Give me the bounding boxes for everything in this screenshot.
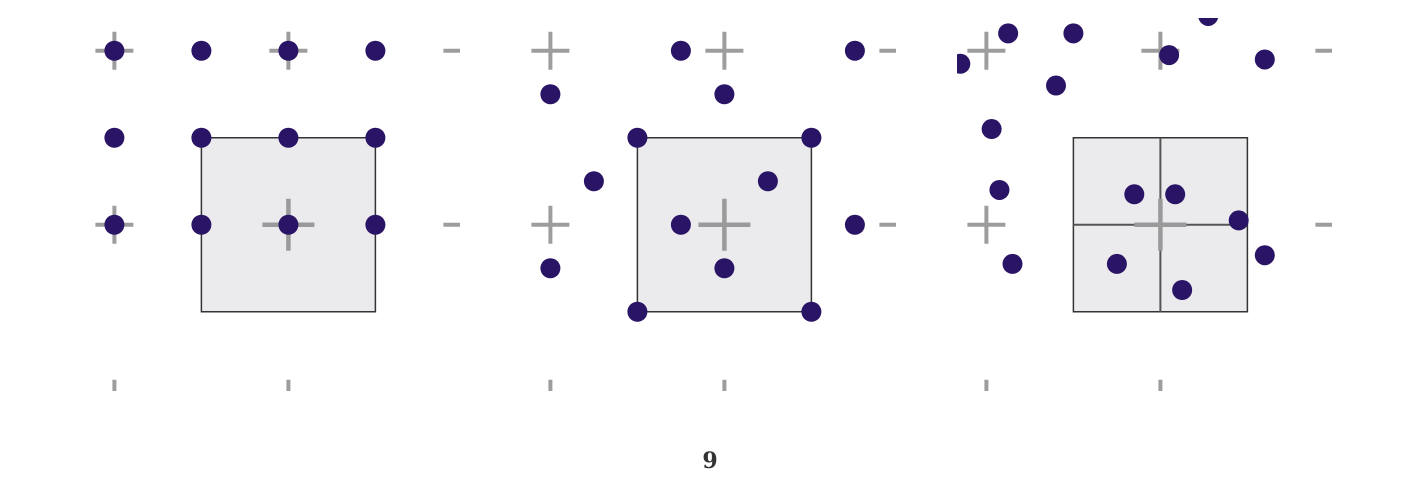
grid-cross-icon bbox=[443, 380, 460, 391]
sample-point bbox=[844, 40, 865, 61]
panel-rotated-lattice bbox=[521, 18, 896, 391]
grid-cross-icon bbox=[531, 31, 570, 70]
sample-point bbox=[1106, 253, 1127, 274]
grid-cross-icon bbox=[984, 379, 989, 391]
sample-point bbox=[1198, 18, 1219, 26]
center-cross-icon bbox=[1134, 198, 1187, 251]
sample-point bbox=[191, 127, 212, 148]
sample-point bbox=[1228, 210, 1249, 231]
grid-cross-icon bbox=[722, 379, 727, 391]
grid-cross-icon bbox=[967, 205, 1006, 244]
sample-point bbox=[365, 127, 386, 148]
sample-point bbox=[365, 40, 386, 61]
panel-random-points bbox=[957, 18, 1332, 391]
sample-point bbox=[714, 84, 735, 105]
grid-cross-icon bbox=[531, 205, 570, 244]
sample-point bbox=[1172, 280, 1193, 300]
sample-point bbox=[1002, 253, 1023, 274]
sample-point bbox=[1063, 23, 1084, 44]
sample-point bbox=[278, 214, 299, 235]
grid-cross-icon bbox=[879, 380, 896, 391]
sample-point bbox=[670, 214, 691, 235]
sample-point bbox=[365, 214, 386, 235]
grid-cross-icon bbox=[967, 31, 1006, 70]
sample-point bbox=[1165, 184, 1186, 205]
sample-point bbox=[627, 301, 648, 322]
panel-rotated-lattice-svg bbox=[531, 31, 896, 391]
panel-regular-lattice-svg bbox=[95, 31, 460, 391]
grid-cross-icon bbox=[443, 222, 460, 227]
sample-point bbox=[191, 214, 212, 235]
sample-point bbox=[1046, 75, 1066, 96]
sample-point bbox=[801, 127, 822, 148]
sample-point bbox=[1254, 245, 1275, 266]
grid-cross-icon bbox=[1315, 380, 1332, 391]
grid-cross-icon bbox=[879, 48, 896, 53]
sample-point bbox=[989, 179, 1010, 200]
center-cross-icon bbox=[698, 198, 751, 251]
sample-point bbox=[1124, 184, 1145, 205]
grid-cross-icon bbox=[879, 222, 896, 227]
grid-cross-icon bbox=[1158, 379, 1163, 391]
grid-cross-icon bbox=[1315, 222, 1332, 227]
sample-point bbox=[583, 171, 604, 192]
panel-random-points-svg bbox=[957, 18, 1332, 391]
sample-point bbox=[104, 214, 125, 235]
sample-point bbox=[1254, 49, 1275, 70]
sample-point bbox=[278, 127, 299, 148]
sample-point bbox=[757, 171, 778, 192]
sample-point bbox=[714, 258, 735, 279]
grid-cross-icon bbox=[1315, 48, 1332, 53]
grid-cross-icon bbox=[705, 31, 744, 70]
page-number: 9 bbox=[702, 448, 718, 474]
sample-point bbox=[981, 119, 1002, 140]
panel-regular-lattice bbox=[85, 18, 460, 391]
sample-point bbox=[627, 127, 648, 148]
sample-point bbox=[191, 40, 212, 61]
grid-cross-icon bbox=[112, 379, 117, 391]
sample-point bbox=[844, 214, 865, 235]
grid-cross-icon bbox=[286, 379, 291, 391]
sample-point bbox=[540, 258, 561, 279]
sample-point bbox=[540, 84, 561, 105]
sample-point bbox=[801, 301, 822, 322]
sample-point bbox=[998, 23, 1019, 44]
sample-point bbox=[670, 40, 691, 61]
sample-point bbox=[957, 53, 971, 74]
grid-cross-icon bbox=[548, 379, 553, 391]
sample-point bbox=[104, 40, 125, 61]
grid-cross-icon bbox=[443, 48, 460, 53]
sample-point bbox=[104, 127, 125, 148]
sample-point bbox=[1159, 45, 1180, 66]
sample-point bbox=[278, 40, 299, 61]
